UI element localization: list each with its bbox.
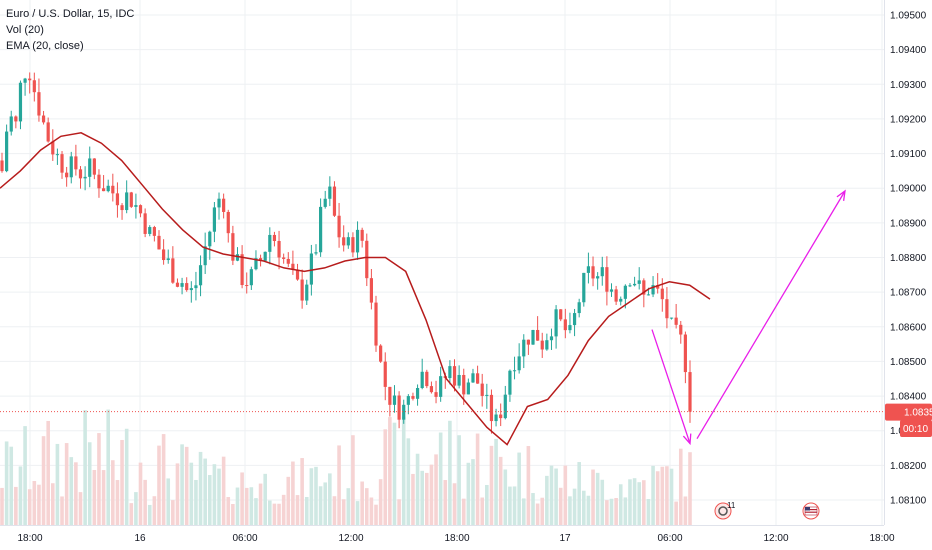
price-tag: 1.08355 00:10 [885,403,932,437]
time-tick-label: 12:00 [763,533,788,544]
price-tick-label: 1.09000 [890,184,927,195]
chart-grid [0,0,884,525]
us-flag-event-icon[interactable] [802,502,820,520]
last-price-label-bg [885,403,932,421]
countdown-label-bg [900,420,932,437]
countdown-label: 00:10 [903,424,928,435]
time-tick-label: 06:00 [232,533,257,544]
time-tick-label: 17 [559,533,571,544]
ema-line [0,132,711,446]
volume-indicator-label[interactable]: Vol (20) [6,24,44,36]
ema-indicator-label[interactable]: EMA (20, close) [6,40,84,52]
price-tick-label: 1.09200 [890,114,927,125]
price-tick-label: 1.08100 [890,496,927,507]
dividend-event-icon[interactable]: 11 [714,501,736,520]
price-tick-label: 1.09400 [890,45,927,56]
time-axis[interactable]: 18:00 16 06:00 12:00 18:00 17 06:00 12:00 18:00 [0,525,895,545]
events[interactable]: 11 [714,501,820,520]
candlesticks [0,72,692,434]
price-tick-label: 1.08800 [890,253,927,264]
time-tick-label: 18:00 [444,533,469,544]
price-axis[interactable]: 1.081001.082001.083001.084001.085001.086… [884,0,927,525]
price-tick-label: 1.08600 [890,322,927,333]
time-tick-label: 18:00 [17,533,42,544]
time-tick-label: 06:00 [657,533,682,544]
last-price-label: 1.08355 [904,408,932,419]
price-tick-label: 1.08200 [890,461,927,472]
price-tick-label: 1.09500 [890,11,927,22]
chart-legend: Euro / U.S. Dollar, 15, IDC Vol (20) EMA… [6,6,134,54]
event-count: 11 [727,501,736,510]
symbol-title[interactable]: Euro / U.S. Dollar, 15, IDC [6,8,135,20]
time-tick-label: 16 [134,533,146,544]
price-tick-label: 1.08400 [890,392,927,403]
price-tick-label: 1.08900 [890,218,927,229]
price-tick-label: 1.08700 [890,288,927,299]
time-tick-label: 18:00 [869,533,894,544]
price-tick-label: 1.08500 [890,357,927,368]
projection-arrows [651,189,846,446]
time-tick-label: 12:00 [338,533,363,544]
price-tick-label: 1.09300 [890,80,927,91]
price-tick-label: 1.09100 [890,149,927,160]
volume-bars [0,409,692,525]
